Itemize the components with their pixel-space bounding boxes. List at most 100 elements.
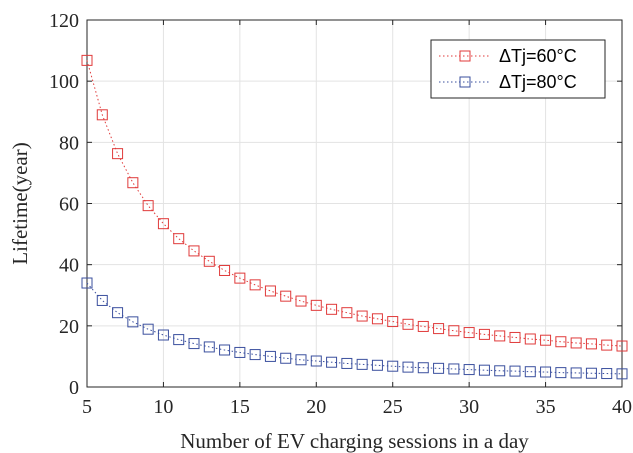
y-tick-label: 20 [59,316,79,338]
data-point [585,367,597,379]
series-line [86,282,623,375]
data-point [295,354,307,366]
x-tick-label: 30 [459,396,479,418]
legend-marker [459,76,471,88]
data-point [478,364,490,376]
x-tick-label: 25 [383,396,403,418]
data-point [234,346,246,358]
data-point [264,350,276,362]
data-point [280,290,292,302]
data-point [188,245,200,257]
data-point [463,327,475,339]
data-point [524,366,536,378]
data-point [524,333,536,345]
y-tick-label: 60 [59,194,79,216]
data-point [326,356,338,368]
data-point [494,330,506,342]
legend: ΔTj=60°C ΔTj=80°C [430,39,606,99]
legend-box [430,39,606,99]
data-point [585,338,597,350]
series-layer [81,54,628,380]
data-point [356,358,368,370]
data-point [127,316,139,328]
data-point [219,264,231,276]
data-point [448,363,460,375]
data-point [280,352,292,364]
y-tick-label: 0 [69,377,79,399]
data-point [310,299,322,311]
data-point [142,200,154,212]
data-point [341,357,353,369]
data-point [341,307,353,319]
x-tick-label: 5 [82,396,92,418]
data-point [96,294,108,306]
y-axis-label: Lifetime(year) [8,142,32,264]
data-point [203,255,215,267]
data-point [310,355,322,367]
data-point [540,366,552,378]
data-point [433,362,445,374]
data-point [249,349,261,361]
data-point [417,320,429,332]
x-tick-label: 20 [306,396,326,418]
data-point [387,360,399,372]
data-point [509,365,521,377]
data-point [81,277,93,289]
data-point [81,54,93,66]
data-point [203,341,215,353]
data-point [127,177,139,189]
data-point [417,362,429,374]
data-point [249,279,261,291]
tick-layer: 5 10 15 20 25 30 35 40 0 20 40 60 80 100 120 [49,10,632,418]
data-point [555,336,567,348]
data-point [601,339,613,351]
data-point [371,359,383,371]
data-point [173,233,185,245]
series-line [86,60,623,347]
data-point [448,325,460,337]
data-point [96,109,108,121]
data-point [234,272,246,284]
y-tick-label: 120 [49,10,79,32]
data-point [112,148,124,160]
y-tick-label: 80 [59,132,79,154]
data-point [570,337,582,349]
data-point [264,285,276,297]
legend-label: ΔTj=80°C [499,72,577,92]
data-point [356,310,368,322]
data-point [402,361,414,373]
x-tick-label: 35 [536,396,556,418]
data-point [478,328,490,340]
data-point [326,303,338,315]
data-point [295,295,307,307]
data-point [157,218,169,230]
data-point [540,334,552,346]
data-point [387,316,399,328]
x-tick-label: 15 [230,396,250,418]
data-point [142,323,154,335]
data-point [433,323,445,335]
data-point [616,368,628,380]
data-point [494,365,506,377]
data-point [555,367,567,379]
x-axis-label: Number of EV charging sessions in a day [180,429,529,453]
x-tick-label: 40 [612,396,632,418]
y-tick-label: 100 [49,71,79,93]
legend-marker [459,50,471,62]
data-point [402,318,414,330]
data-point [601,368,613,380]
data-point [219,344,231,356]
series-2 [81,277,628,380]
data-point [371,313,383,325]
data-point [570,367,582,379]
data-point [509,331,521,343]
y-tick-label: 40 [59,255,79,277]
x-tick-label: 10 [153,396,173,418]
legend-label: ΔTj=60°C [499,46,577,66]
data-point [112,307,124,319]
data-point [616,340,628,352]
data-point [188,338,200,350]
data-point [157,329,169,341]
series-1 [81,54,628,352]
